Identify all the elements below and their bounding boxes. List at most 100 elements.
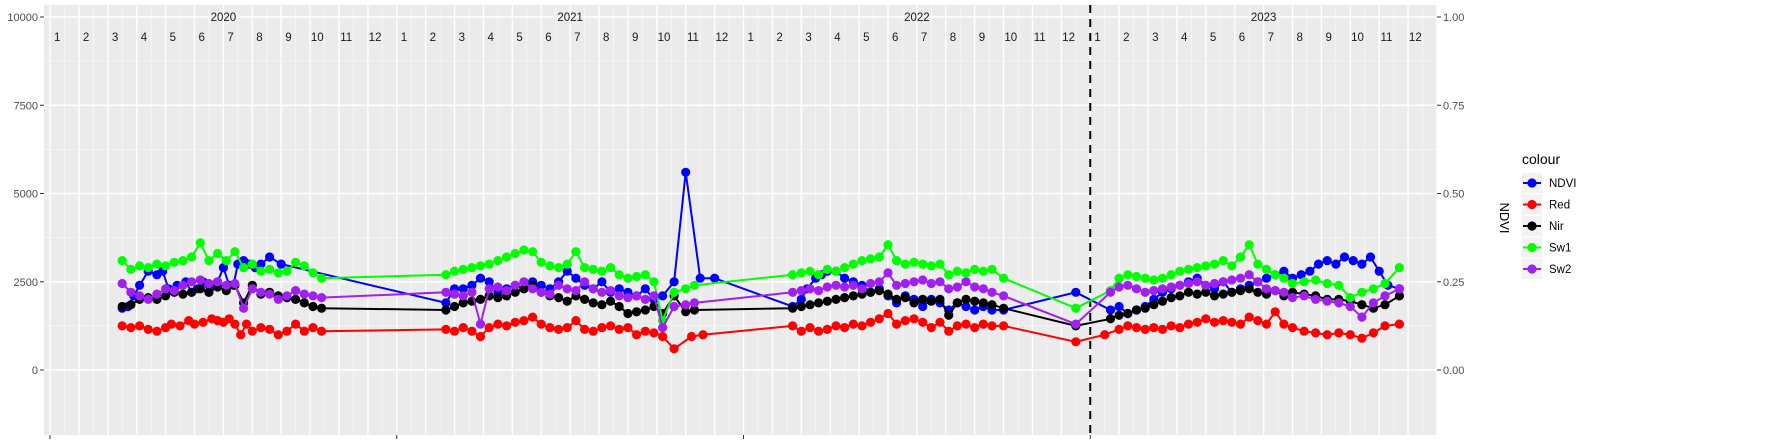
data-point-nir bbox=[1114, 310, 1124, 320]
data-point-sw1 bbox=[649, 277, 659, 287]
data-point-ndvi bbox=[467, 280, 477, 290]
data-point-sw2 bbox=[1394, 284, 1404, 294]
data-point-sw1 bbox=[1157, 273, 1168, 283]
data-point-nir bbox=[187, 287, 197, 297]
month-label: 1 bbox=[1094, 32, 1100, 44]
data-point-nir bbox=[866, 287, 876, 297]
data-point-sw2 bbox=[1380, 291, 1390, 301]
data-point-sw2 bbox=[441, 287, 451, 297]
data-point-nir bbox=[1209, 291, 1220, 301]
data-point-red bbox=[658, 331, 668, 342]
month-label: 11 bbox=[687, 32, 699, 44]
data-point-sw1 bbox=[152, 259, 162, 269]
data-point-sw2 bbox=[999, 291, 1009, 301]
data-point-red bbox=[256, 323, 266, 333]
data-point-nir bbox=[1140, 303, 1150, 313]
y-tick-label-left: 5000 bbox=[14, 189, 38, 201]
data-point-red bbox=[175, 321, 185, 331]
data-point-nir bbox=[1149, 300, 1159, 310]
data-point-red bbox=[900, 316, 910, 326]
legend-key-point bbox=[1527, 178, 1537, 188]
month-label: 6 bbox=[545, 32, 551, 44]
y-tick-label-left: 10000 bbox=[7, 12, 38, 24]
data-point-sw2 bbox=[606, 286, 616, 296]
data-point-sw1 bbox=[632, 271, 642, 282]
data-point-nir bbox=[493, 293, 503, 303]
x-axis bbox=[49, 435, 1091, 439]
month-label: 5 bbox=[863, 32, 869, 44]
data-point-sw2 bbox=[265, 289, 275, 299]
data-point-nir bbox=[458, 298, 468, 308]
data-point-red bbox=[1227, 317, 1237, 327]
data-point-sw1 bbox=[519, 245, 529, 255]
month-label: 9 bbox=[285, 32, 291, 44]
data-point-sw1 bbox=[961, 268, 971, 278]
data-point-red bbox=[788, 321, 798, 331]
data-point-sw1 bbox=[571, 247, 581, 257]
data-point-red bbox=[458, 323, 468, 333]
data-point-sw2 bbox=[1114, 282, 1124, 292]
data-point-red bbox=[198, 317, 208, 327]
data-point-red bbox=[1334, 328, 1344, 338]
data-point-ndvi bbox=[484, 277, 494, 287]
data-point-nir bbox=[640, 305, 650, 315]
data-point-sw2 bbox=[987, 287, 997, 297]
data-point-sw1 bbox=[866, 254, 876, 264]
y-tick-label-right: 0.25 bbox=[1443, 277, 1464, 289]
data-point-sw2 bbox=[545, 289, 555, 299]
data-point-nir bbox=[1201, 287, 1211, 297]
data-point-nir bbox=[623, 308, 633, 319]
month-label: 2 bbox=[430, 32, 436, 44]
data-point-nir bbox=[562, 296, 572, 306]
data-point-red bbox=[308, 323, 318, 333]
legend-item-sw1: Sw1 bbox=[1522, 237, 1571, 258]
data-point-red bbox=[1100, 330, 1110, 340]
month-label: 7 bbox=[227, 32, 233, 44]
data-point-red bbox=[649, 328, 659, 338]
data-point-sw2 bbox=[510, 280, 520, 290]
data-point-sw2 bbox=[892, 280, 902, 290]
month-label: 1 bbox=[54, 32, 60, 44]
data-point-nir bbox=[796, 301, 806, 312]
data-point-nir bbox=[580, 294, 590, 304]
data-point-red bbox=[467, 326, 477, 336]
year-label: 2021 bbox=[557, 12, 583, 24]
data-point-sw2 bbox=[805, 284, 815, 294]
data-point-sw1 bbox=[221, 256, 231, 266]
month-label: 2 bbox=[83, 32, 89, 44]
data-point-sw2 bbox=[317, 293, 327, 303]
data-point-red bbox=[1394, 319, 1404, 329]
data-point-sw2 bbox=[519, 277, 529, 287]
data-point-nir bbox=[1105, 314, 1116, 324]
data-point-red bbox=[632, 330, 642, 340]
month-label: 4 bbox=[487, 32, 494, 44]
data-point-sw2 bbox=[935, 277, 945, 287]
legend: colour NDVI Red Nir Sw1 Sw2 bbox=[1522, 151, 1576, 279]
data-point-nir bbox=[883, 289, 893, 299]
data-point-sw1 bbox=[952, 266, 962, 276]
data-point-sw1 bbox=[178, 256, 188, 266]
legend-item-red: Red bbox=[1522, 194, 1570, 215]
data-point-red bbox=[796, 326, 806, 336]
data-point-sw2 bbox=[449, 289, 460, 299]
data-point-ndvi bbox=[475, 273, 486, 283]
data-point-sw2 bbox=[493, 282, 503, 292]
data-point-red bbox=[152, 326, 162, 336]
data-point-red bbox=[1131, 323, 1142, 333]
data-point-sw2 bbox=[467, 287, 477, 297]
data-point-red bbox=[866, 317, 876, 327]
data-point-sw2 bbox=[669, 301, 679, 312]
data-point-sw1 bbox=[796, 268, 806, 278]
data-point-sw1 bbox=[1227, 261, 1237, 271]
month-label: 12 bbox=[369, 32, 382, 44]
data-point-red bbox=[449, 326, 460, 336]
data-point-red bbox=[698, 330, 708, 340]
data-point-nir bbox=[935, 294, 945, 304]
data-point-sw2 bbox=[1071, 319, 1081, 329]
data-point-sw1 bbox=[1322, 278, 1332, 289]
data-point-sw2 bbox=[536, 287, 546, 297]
data-point-ndvi bbox=[796, 294, 806, 304]
data-point-ndvi bbox=[658, 291, 668, 301]
data-point-sw2 bbox=[308, 291, 318, 301]
data-point-nir bbox=[926, 296, 936, 306]
